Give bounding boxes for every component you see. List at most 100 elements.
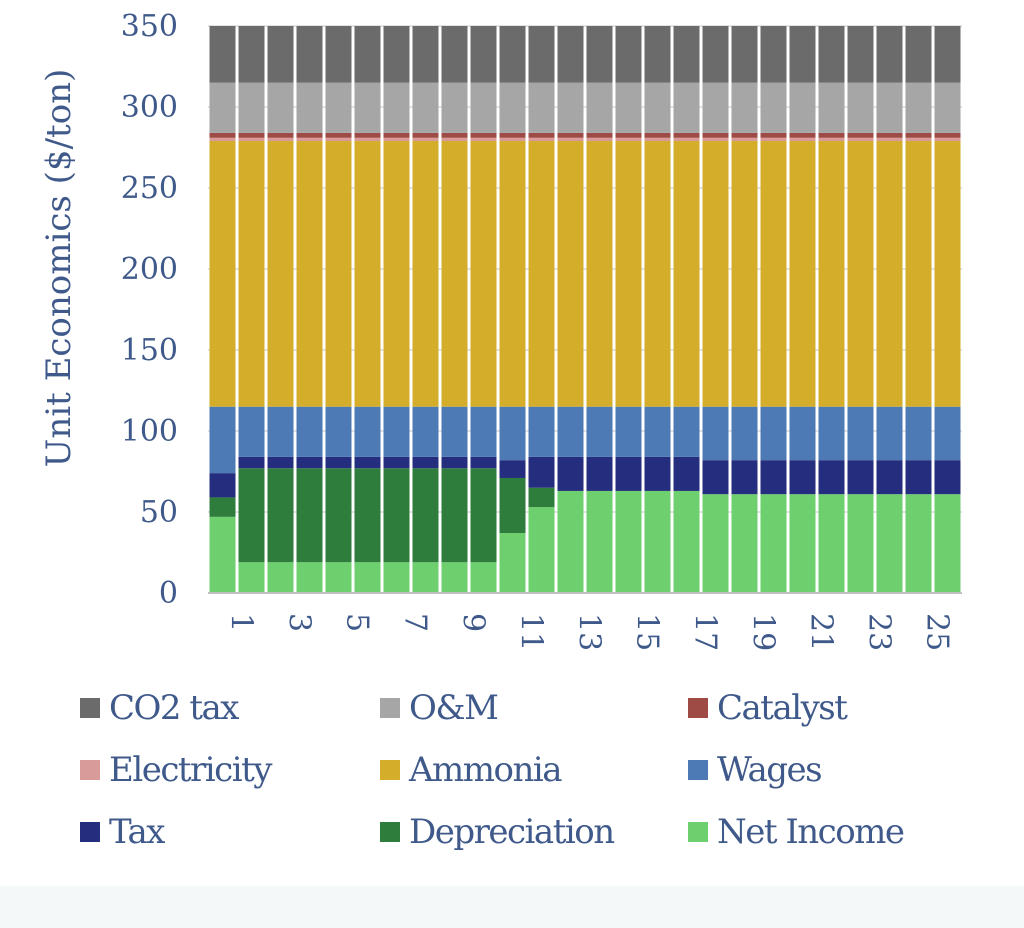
bar-segment-tax: [441, 456, 468, 469]
bar-segment-tax: [209, 473, 236, 498]
bar-segment-o-m: [934, 82, 961, 133]
bar-segment-net-income: [789, 494, 816, 593]
bar-segment-ammonia: [702, 141, 729, 407]
bar-segment-tax: [876, 460, 903, 495]
legend-swatch: [80, 760, 100, 780]
bar-segment-wages: [325, 406, 352, 457]
x-tick-label: 1: [224, 613, 259, 632]
bar-segment-electricity: [383, 137, 410, 142]
bar-segment-catalyst: [789, 132, 816, 138]
bar-segment-electricity: [528, 137, 555, 142]
y-tick-label: 200: [121, 252, 178, 287]
bar-segment-electricity: [238, 137, 265, 142]
x-tick-label: 23: [862, 613, 897, 651]
y-tick-label: 350: [121, 9, 178, 44]
legend-item-tax: Tax: [80, 810, 380, 854]
bar-segment-net-income: [412, 562, 439, 593]
bar-segment-depreciation: [528, 487, 555, 508]
x-tick-label: 5: [340, 613, 375, 632]
bar-segment-wages: [905, 406, 932, 461]
y-tick-label: 250: [121, 171, 178, 206]
bar-segment-o-m: [615, 82, 642, 133]
bar-segment-o-m: [412, 82, 439, 133]
bar-segment-electricity: [847, 137, 874, 142]
bar-segment-co2-tax: [441, 26, 468, 83]
legend-item-wages: Wages: [688, 748, 980, 792]
bar-segment-tax: [847, 460, 874, 495]
legend-swatch: [80, 822, 100, 842]
bar-segment-net-income: [499, 533, 526, 593]
bar-segment-catalyst: [470, 132, 497, 138]
bar-segment-depreciation: [267, 468, 294, 563]
bar-segment-electricity: [325, 137, 352, 142]
bar-segment-ammonia: [789, 141, 816, 407]
bar-segment-ammonia: [731, 141, 758, 407]
bar-segment-tax: [731, 460, 758, 495]
bar-segment-net-income: [876, 494, 903, 593]
bar-segment-o-m: [499, 82, 526, 133]
bar-segment-catalyst: [354, 132, 381, 138]
bar-segment-electricity: [905, 137, 932, 142]
bar-segment-net-income: [731, 494, 758, 593]
bar-segment-catalyst: [209, 132, 236, 138]
legend-label: Ammonia: [409, 750, 563, 790]
legend: CO2 tax O&M Catalyst Electricity Ammonia…: [80, 686, 980, 854]
legend-item-catalyst: Catalyst: [688, 686, 980, 730]
legend-item-om: O&M: [380, 686, 688, 730]
bar-segment-tax: [557, 456, 584, 491]
legend-item-depreciation: Depreciation: [380, 810, 688, 854]
bar-segment-o-m: [296, 82, 323, 133]
bar-segment-wages: [383, 406, 410, 457]
x-tick-label: 11: [514, 613, 549, 651]
bar-segment-ammonia: [383, 141, 410, 407]
bar-segment-catalyst: [847, 132, 874, 138]
bar-segment-net-income: [267, 562, 294, 593]
legend-item-ammonia: Ammonia: [380, 748, 688, 792]
bar-segment-ammonia: [325, 141, 352, 407]
bar-segment-ammonia: [557, 141, 584, 407]
bar-segment-catalyst: [499, 132, 526, 138]
bar-segment-catalyst: [238, 132, 265, 138]
bar-segment-co2-tax: [412, 26, 439, 83]
bar-segment-co2-tax: [789, 26, 816, 83]
bar-segment-o-m: [847, 82, 874, 133]
bar-segment-wages: [586, 406, 613, 457]
bar-segment-ammonia: [528, 141, 555, 407]
bar-segment-catalyst: [325, 132, 352, 138]
bar-segment-electricity: [702, 137, 729, 142]
bar-segment-catalyst: [528, 132, 555, 138]
bar-segment-electricity: [441, 137, 468, 142]
bar-segment-tax: [702, 460, 729, 495]
legend-label: CO2 tax: [109, 688, 239, 728]
bar-segment-o-m: [325, 82, 352, 133]
bar-segment-co2-tax: [470, 26, 497, 83]
legend-label: Electricity: [109, 750, 272, 790]
bar-segment-tax: [354, 456, 381, 469]
bar-segment-co2-tax: [586, 26, 613, 83]
bar-segment-electricity: [644, 137, 671, 142]
bar-segment-o-m: [789, 82, 816, 133]
y-tick-label: 100: [121, 414, 178, 449]
legend-item-net-income: Net Income: [688, 810, 980, 854]
bar-segment-electricity: [615, 137, 642, 142]
legend-swatch: [380, 822, 400, 842]
bar-segment-co2-tax: [383, 26, 410, 83]
legend-label: Depreciation: [409, 812, 615, 852]
x-tick-label: 21: [804, 613, 839, 651]
x-tick-label: 13: [572, 613, 607, 651]
bar-segment-ammonia: [267, 141, 294, 407]
bar-segment-tax: [905, 460, 932, 495]
bar-segment-net-income: [644, 490, 671, 593]
bar-segment-wages: [847, 406, 874, 461]
bar-segment-net-income: [209, 516, 236, 593]
bar-segment-o-m: [673, 82, 700, 133]
bar-segment-o-m: [209, 82, 236, 133]
bar-segment-co2-tax: [760, 26, 787, 83]
bar-segment-co2-tax: [731, 26, 758, 83]
bar-segment-depreciation: [470, 468, 497, 563]
bar-segment-o-m: [731, 82, 758, 133]
bar-segment-depreciation: [499, 477, 526, 534]
bar-segment-co2-tax: [818, 26, 845, 83]
bar-segment-ammonia: [499, 141, 526, 407]
bar-segment-wages: [441, 406, 468, 457]
